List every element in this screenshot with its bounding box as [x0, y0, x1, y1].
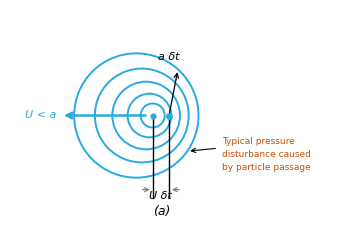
Text: U δt: U δt — [149, 191, 172, 201]
Text: a δt: a δt — [158, 52, 180, 62]
Text: U < a: U < a — [25, 110, 57, 121]
Text: (a): (a) — [153, 205, 170, 218]
Text: Typical pressure
disturbance caused
by particle passage: Typical pressure disturbance caused by p… — [222, 137, 311, 173]
